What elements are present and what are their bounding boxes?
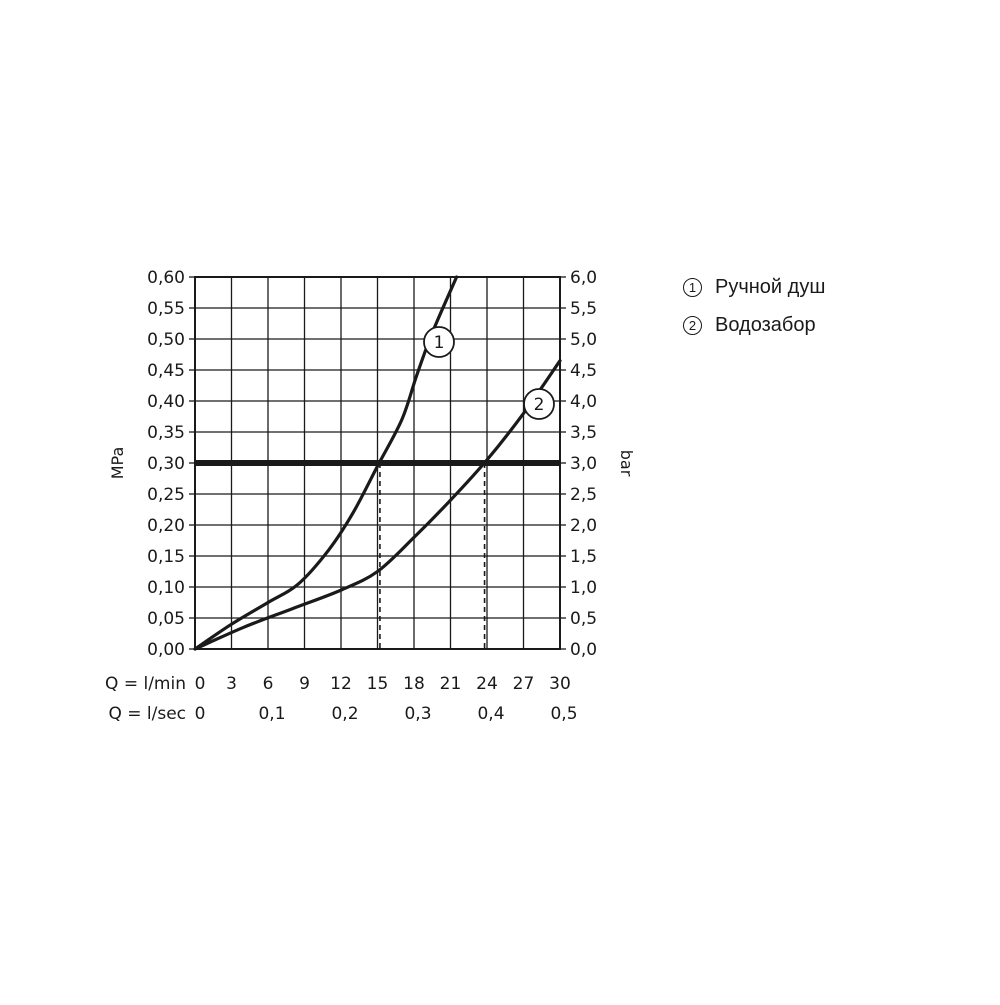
y-left-tick-label-8: 0,40 [147,392,185,412]
y-left-axis-label: MPa [108,447,127,480]
y-left-tick-label-10: 0,50 [147,330,185,350]
x2-tick-label-5: 0,5 [550,704,577,724]
legend: 1 Ручной душ 2 Водозабор [683,272,825,348]
legend-label-2: Водозабор [715,313,816,336]
y-left-tick-label-5: 0,25 [147,485,185,505]
legend-marker-2: 2 [683,315,702,335]
x-tick-label-0: 0 [195,674,206,694]
series-group: 12 [193,275,562,651]
series-marker-circle-1 [423,326,455,358]
legend-marker-1: 1 [683,277,702,297]
y-right-tick-label-6: 3,0 [570,454,597,474]
legend-item-1: 1 Ручной душ [683,272,825,302]
x-tick-label-3: 9 [299,674,310,694]
x-tick-label-8: 24 [476,674,498,694]
y-left-tick-label-6: 0,30 [147,454,185,474]
x2-axis-label-lsec: Q = l/sec [108,704,186,724]
y-left-tick-label-7: 0,35 [147,423,185,443]
y-right-axis-label: bar [617,450,636,477]
y-right-tick-label-5: 2,5 [570,485,597,505]
legend-item-2: 2 Водозабор [683,310,825,340]
series-marker-label-2: 2 [534,395,545,415]
x-tick-label-4: 12 [330,674,352,694]
y-right-tick-label-3: 1,5 [570,547,597,567]
x-tick-label-1: 3 [226,674,237,694]
y-right-tick-label-7: 3,5 [570,423,597,443]
y-left-tick-label-11: 0,55 [147,299,185,319]
series-marker-circle-2 [523,388,555,420]
x-tick-label-2: 6 [263,674,274,694]
x-tick-label-5: 15 [367,674,389,694]
x2-tick-label-2: 0,2 [331,704,358,724]
y-right-tick-label-9: 4,5 [570,361,597,381]
x-axis-label-lmin: Q = l/min [105,674,186,694]
series-line-2 [193,359,562,651]
x-tick-label-6: 18 [403,674,425,694]
series-marker-label-1: 1 [434,333,445,353]
y-left-tick-label-12: 0,60 [147,268,185,288]
x-tick-label-10: 30 [549,674,571,694]
series-line-1 [193,275,459,651]
y-left-tick-label-2: 0,10 [147,578,185,598]
y-right-tick-label-11: 5,5 [570,299,597,319]
y-left-tick-label-9: 0,45 [147,361,185,381]
y-right-tick-label-2: 1,0 [570,578,597,598]
y-left-tick-label-0: 0,00 [147,640,185,660]
y-right-tick-label-0: 0,0 [570,640,597,660]
x-tick-label-7: 21 [440,674,462,694]
x2-tick-label-1: 0,1 [258,704,285,724]
y-right-tick-label-4: 2,0 [570,516,597,536]
y-left-tick-label-1: 0,05 [147,609,185,629]
x2-tick-label-4: 0,4 [477,704,504,724]
legend-label-1: Ручной душ [715,275,826,298]
x2-tick-label-3: 0,3 [404,704,431,724]
y-right-tick-label-12: 6,0 [570,268,597,288]
y-right-tick-label-10: 5,0 [570,330,597,350]
x2-tick-label-0: 0 [195,704,206,724]
y-right-tick-label-1: 0,5 [570,609,597,629]
tick-labels: 0,000,050,100,150,200,250,300,350,400,45… [105,268,636,724]
x-tick-label-9: 27 [513,674,535,694]
y-left-tick-label-3: 0,15 [147,547,185,567]
y-right-tick-label-8: 4,0 [570,392,597,412]
y-left-tick-label-4: 0,20 [147,516,185,536]
